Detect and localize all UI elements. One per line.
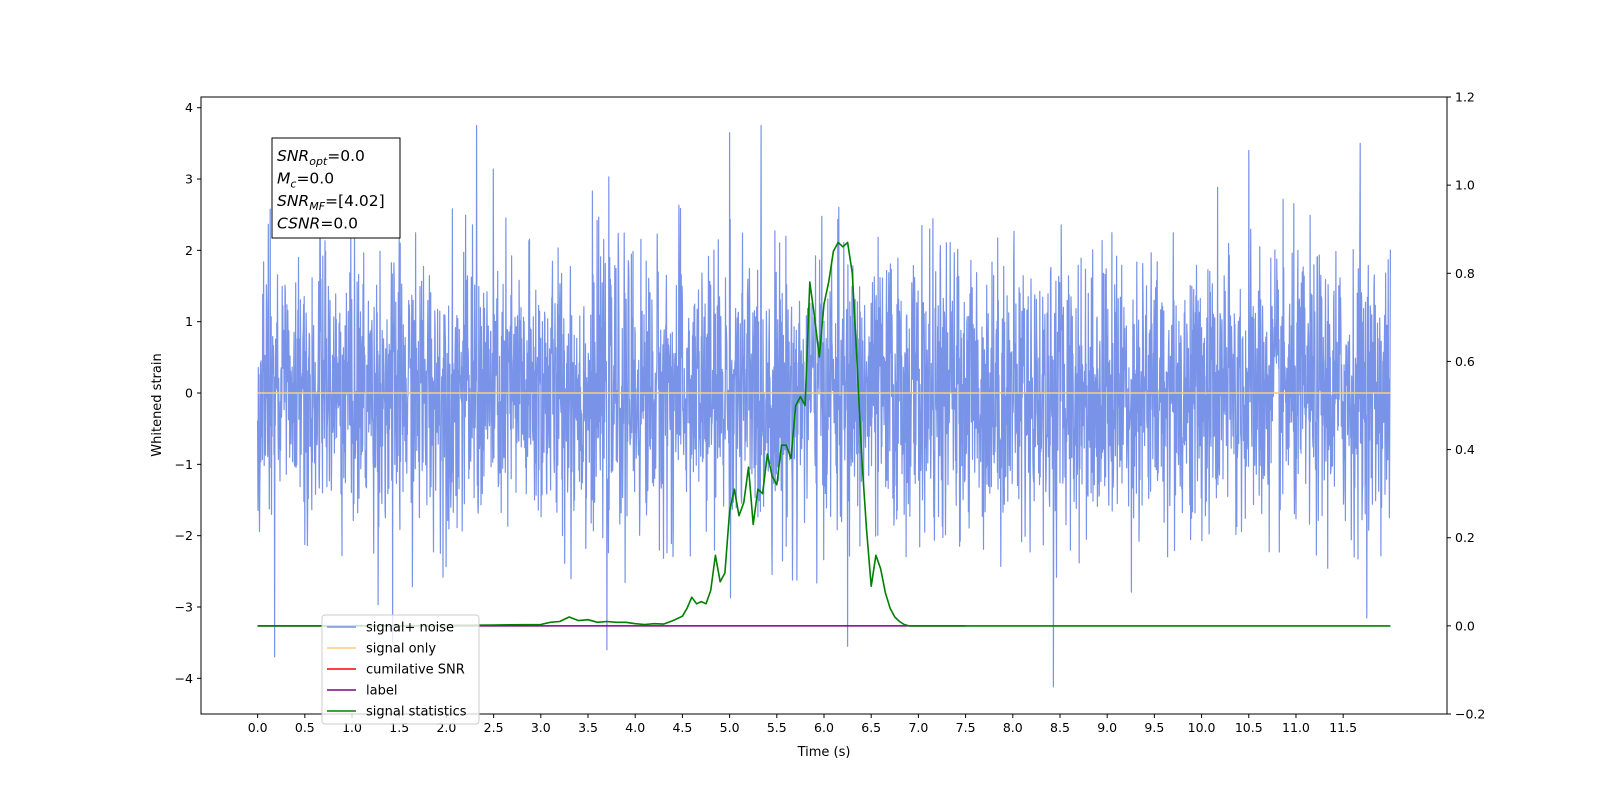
y-left-tick-label: 4 bbox=[185, 100, 193, 115]
info-line: CSNR=0.0 bbox=[277, 215, 358, 233]
series-signal-statistics bbox=[257, 241, 1391, 627]
legend-frame bbox=[321, 614, 480, 725]
x-tick-label: 5.0 bbox=[720, 720, 740, 735]
x-tick-label: 10.0 bbox=[1188, 720, 1216, 735]
y-left-tick-label: −3 bbox=[175, 600, 193, 615]
y-left-tick-label: 2 bbox=[185, 243, 193, 258]
x-tick-label: 9.5 bbox=[1144, 720, 1164, 735]
y-left-tick-label: −1 bbox=[175, 457, 193, 472]
y-right-tick-label: −0.2 bbox=[1455, 707, 1485, 722]
y-left-tick-label: −4 bbox=[175, 671, 193, 686]
y-axis-left: −4 −3 −2 −1 0 1 2 3 4 bbox=[175, 100, 201, 686]
x-tick-label: 6.5 bbox=[861, 720, 881, 735]
x-axis: 0.0 0.5 1.0 1.5 2.0 2.5 3.0 3.5 4.0 4.5 5.0 5.5 6.0 6… bbox=[248, 714, 1357, 735]
info-line: SNRMF=[4.02] bbox=[277, 192, 385, 213]
x-tick-label: 9.0 bbox=[1097, 720, 1117, 735]
y-left-tick-label: 1 bbox=[185, 314, 193, 329]
y-right-tick-label: 0.6 bbox=[1455, 354, 1475, 369]
series-signal-noise bbox=[257, 124, 1391, 688]
x-tick-label: 4.5 bbox=[672, 720, 692, 735]
y-left-tick-label: −2 bbox=[175, 528, 193, 543]
legend-label: label bbox=[366, 684, 397, 699]
x-tick-label: 2.5 bbox=[484, 720, 504, 735]
x-tick-label: 8.0 bbox=[1003, 720, 1023, 735]
y-axis-label: Whitened strain bbox=[150, 353, 165, 456]
y-axis-right: −0.2 0.0 0.2 0.4 0.6 0.8 1.0 1.2 bbox=[1447, 90, 1485, 722]
x-axis-label: Time (s) bbox=[797, 745, 851, 760]
y-left-tick-label: 0 bbox=[185, 386, 193, 401]
x-tick-label: 10.5 bbox=[1235, 720, 1263, 735]
y-right-tick-label: 0.8 bbox=[1455, 266, 1475, 281]
info-line: SNRopt=0.0 bbox=[277, 147, 365, 168]
legend-label: signal statistics bbox=[366, 705, 467, 720]
x-tick-label: 3.5 bbox=[578, 720, 598, 735]
legend-label: signal+ noise bbox=[366, 621, 454, 636]
x-tick-label: 0.5 bbox=[295, 720, 315, 735]
info-box-frame bbox=[271, 137, 401, 239]
y-right-tick-label: 0.4 bbox=[1455, 442, 1475, 457]
y-right-tick-label: 1.0 bbox=[1455, 178, 1475, 193]
legend: signal+ noise signal only cumilative SNR la… bbox=[321, 614, 480, 725]
x-tick-label: 0.0 bbox=[248, 720, 268, 735]
x-tick-label: 8.5 bbox=[1050, 720, 1070, 735]
x-tick-label: 5.5 bbox=[767, 720, 787, 735]
y-right-tick-label: 1.2 bbox=[1455, 90, 1475, 105]
x-tick-label: 6.0 bbox=[814, 720, 834, 735]
x-tick-label: 11.5 bbox=[1329, 720, 1357, 735]
info-line: Mc=0.0 bbox=[277, 170, 334, 191]
x-tick-label: 7.5 bbox=[956, 720, 976, 735]
x-tick-label: 7.0 bbox=[908, 720, 928, 735]
legend-label: cumilative SNR bbox=[366, 663, 465, 678]
y-right-tick-label: 0.0 bbox=[1455, 618, 1475, 633]
x-tick-label: 11.0 bbox=[1282, 720, 1310, 735]
x-tick-label: 3.0 bbox=[531, 720, 551, 735]
y-left-tick-label: 3 bbox=[185, 172, 193, 187]
y-right-tick-label: 0.2 bbox=[1455, 530, 1475, 545]
legend-label: signal only bbox=[366, 642, 436, 657]
x-tick-label: 4.0 bbox=[625, 720, 645, 735]
